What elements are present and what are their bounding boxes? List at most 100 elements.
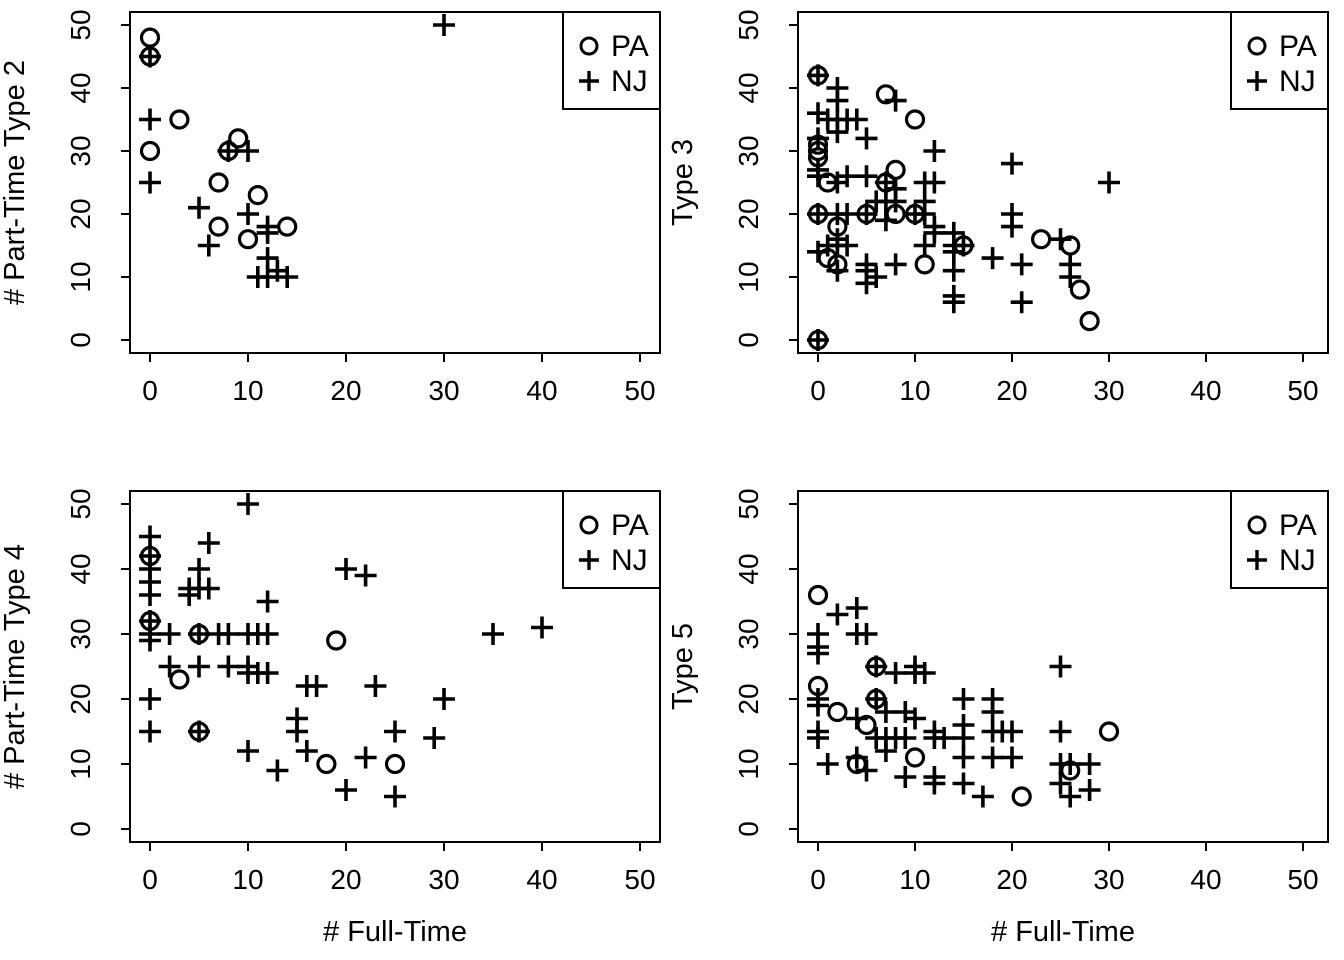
nj-point [158,623,181,645]
series-nj [139,493,553,808]
x-tick-label: 0 [142,864,158,895]
nj-point [952,234,975,257]
panel-bottom-right: 0 10 20 30 40 50 0 10 20 30 40 50 Type 5 # Full-Time P… [667,488,1329,948]
y-tick-label: 30 [733,135,764,166]
nj-point [364,675,387,697]
nj-point [433,688,455,710]
pa-point [1030,229,1052,250]
nj-point [1001,152,1023,175]
nj-point [266,759,289,782]
legend-box [562,11,661,110]
y-tick-label: 10 [65,748,96,779]
nj-point [894,766,917,788]
nj-point [952,772,975,795]
nj-point [807,165,829,188]
legend-box [1230,490,1329,589]
nj-point [217,655,240,678]
legend-label-nj: NJ [611,65,648,98]
nj-point [1078,779,1101,801]
nj-point [237,493,259,515]
nj-point [923,171,946,194]
nj-point [845,746,868,769]
nj-point [433,14,455,36]
legend-circle-icon [1247,515,1267,535]
y-tick-label: 0 [65,332,96,348]
pa-point [139,27,161,48]
nj-point [305,675,328,697]
legend-plus-icon [1247,550,1267,570]
nj-point [923,140,946,162]
plot-box [129,490,661,843]
panel-top-left: 0 10 20 30 40 50 0 10 20 30 40 50 # Part-Time Type 2… [0,9,661,406]
nj-point [952,688,975,710]
nj-point [256,590,279,613]
nj-point [188,623,210,645]
nj-point [256,623,279,645]
nj-point [845,108,868,131]
nj-point [865,688,888,710]
x-tick-label: 30 [1093,864,1124,895]
nj-point [855,623,878,645]
pa-point [247,185,268,206]
nj-point [139,629,161,652]
y-tick-label: 50 [65,488,96,519]
x-tick-label: 0 [142,375,158,406]
y-tick-label: 30 [65,135,96,166]
nj-point [826,603,849,626]
nj-point [384,720,406,743]
x-tick-label: 40 [1190,375,1221,406]
nj-point [335,558,357,580]
x-axis-title: # Full-Time [323,916,467,948]
nj-point [981,746,1004,769]
x-tick-label: 30 [428,864,459,895]
legend-plus-icon [579,550,599,570]
nj-point [256,247,279,270]
legend-label-pa: PA [611,509,649,542]
y-axis-title: # Part-Time Type 4 [0,544,31,789]
pa-point [1079,311,1100,332]
nj-point [188,720,210,743]
plot-box [797,11,1329,354]
pa-point [904,747,926,768]
nj-point [1078,753,1101,775]
nj-point [1001,215,1023,238]
y-tick-label: 20 [733,198,764,229]
pa-point [208,216,229,237]
x-tick-label: 10 [899,864,930,895]
nj-point [1010,253,1033,276]
y-axis-title: Type 3 [667,139,699,226]
x-tick-label: 30 [428,375,459,406]
nj-point [1098,171,1120,194]
nj-point [942,259,965,282]
nj-point [1059,266,1082,288]
nj-point [139,108,161,131]
nj-point [256,662,279,684]
nj-point [276,266,299,288]
plot-box [797,490,1329,843]
y-tick-label: 30 [733,618,764,649]
x-tick-label: 40 [526,864,557,895]
x-tick-label: 50 [624,864,655,895]
nj-point [855,165,878,188]
nj-point [197,532,220,554]
nj-point [952,746,975,769]
nj-point [807,127,829,150]
pa-point [1098,721,1120,742]
plot-box [129,11,661,354]
nj-point [826,259,849,282]
nj-point [826,171,849,194]
x-tick-label: 10 [899,375,930,406]
nj-point [217,623,240,645]
nj-point [884,89,907,112]
nj-point [237,140,259,162]
pa-point [1011,786,1032,807]
nj-point [971,785,994,808]
nj-point [531,616,553,639]
nj-point [981,247,1004,270]
